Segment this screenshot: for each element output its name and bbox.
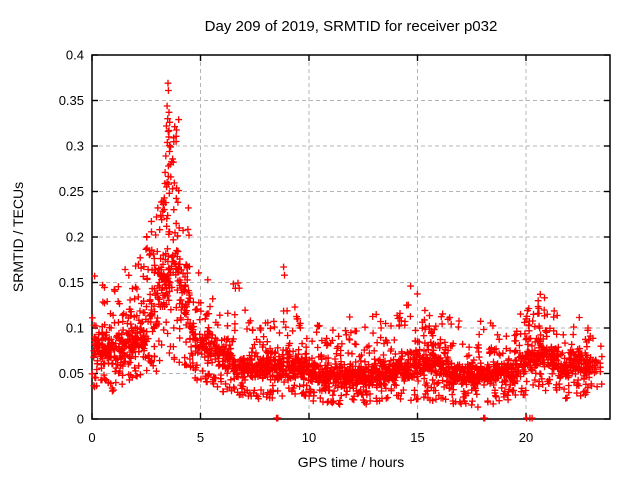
chart-title: Day 209 of 2019, SRMTID for receiver p03… bbox=[204, 18, 498, 35]
y-tick-label: 0.2 bbox=[66, 230, 84, 245]
grid-lines bbox=[92, 55, 610, 419]
x-tick-label: 0 bbox=[88, 430, 95, 445]
y-tick-label: 0.4 bbox=[66, 48, 84, 63]
x-tick-label: 15 bbox=[410, 430, 424, 445]
y-tick-label: 0.15 bbox=[59, 275, 84, 290]
y-tick-label: 0.25 bbox=[59, 184, 84, 199]
data-points bbox=[88, 79, 606, 422]
x-axis-title: GPS time / hours bbox=[297, 454, 405, 470]
y-tick-label: 0.3 bbox=[66, 139, 84, 154]
tick-labels: 0 5 10 15 20 0 0.05 0.1 0.15 0.2 0.25 0.3 0.35 0.4 bbox=[59, 48, 534, 446]
srmtid-points bbox=[88, 79, 606, 422]
x-tick-label: 10 bbox=[302, 430, 316, 445]
y-tick-label: 0 bbox=[77, 412, 84, 427]
y-tick-label: 0.05 bbox=[59, 366, 84, 381]
x-tick-label: 20 bbox=[519, 430, 533, 445]
y-tick-label: 0.1 bbox=[66, 321, 84, 336]
y-tick-label: 0.35 bbox=[59, 93, 84, 108]
x-tick-label: 5 bbox=[197, 430, 204, 445]
